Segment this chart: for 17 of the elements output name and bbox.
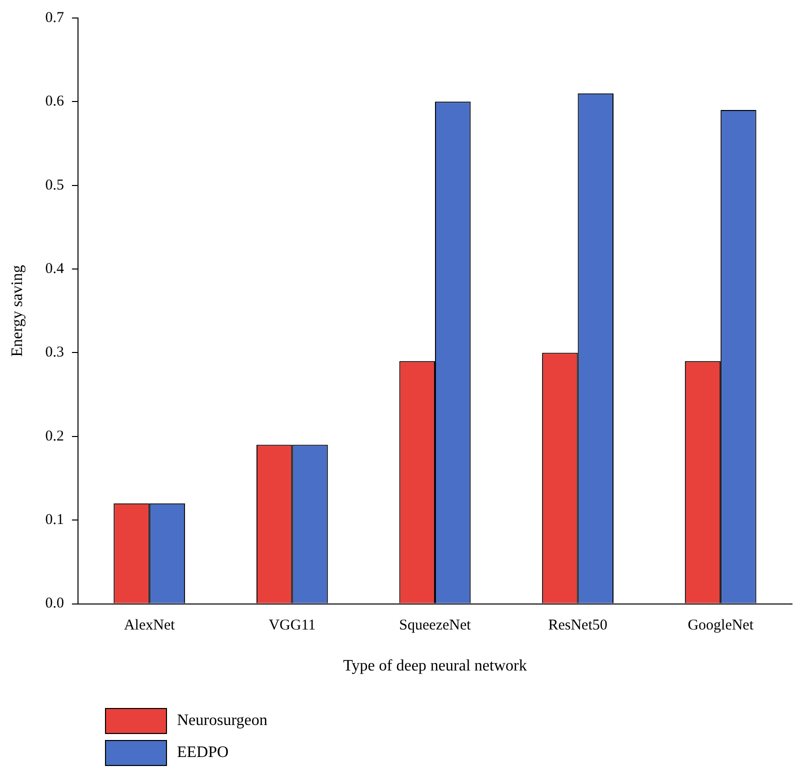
x-tick-label: AlexNet (124, 618, 176, 634)
y-tick-label: 0.3 (45, 344, 64, 361)
x-tick-label: ResNet50 (548, 618, 608, 634)
y-tick-label: 0.0 (45, 596, 64, 612)
x-axis-title: Type of deep neural network (343, 658, 527, 675)
y-tick-label: 0.1 (45, 512, 64, 528)
y-tick-label: 0.6 (45, 94, 64, 110)
y-tick-label: 0.7 (45, 10, 64, 26)
y-tick-label: 0.5 (45, 177, 64, 194)
y-tick-label: 0.2 (45, 428, 64, 444)
x-tick-label: GoogleNet (688, 618, 754, 634)
x-tick-label: SqueezeNet (399, 618, 472, 634)
legend-label: EEDPO (177, 744, 229, 762)
y-tick-label: 0.4 (45, 260, 64, 277)
y-axis-title: Energy saving (8, 265, 26, 357)
x-tick-label: VGG11 (268, 618, 316, 634)
legend-label: Neurosurgeon (177, 712, 268, 730)
